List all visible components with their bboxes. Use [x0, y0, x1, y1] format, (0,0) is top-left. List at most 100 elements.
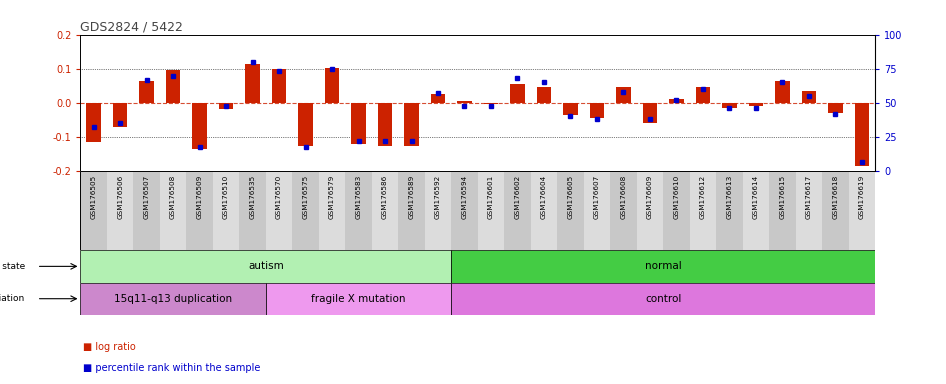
Text: 15q11-q13 duplication: 15q11-q13 duplication: [114, 294, 232, 304]
Text: GSM176601: GSM176601: [488, 175, 494, 219]
Text: GSM176592: GSM176592: [435, 175, 441, 219]
Bar: [80, 283, 266, 315]
Text: disease state: disease state: [0, 262, 25, 271]
Bar: [451, 171, 478, 250]
Text: GSM176615: GSM176615: [780, 175, 785, 219]
Text: autism: autism: [248, 262, 284, 271]
Text: GSM176604: GSM176604: [541, 175, 547, 219]
Bar: [451, 283, 875, 315]
Text: GSM176594: GSM176594: [462, 175, 467, 219]
Text: ■ log ratio: ■ log ratio: [83, 342, 136, 352]
Bar: [266, 283, 451, 315]
Text: GSM176605: GSM176605: [568, 175, 573, 219]
Text: genotype/variation: genotype/variation: [0, 294, 25, 303]
Text: GSM176510: GSM176510: [223, 175, 229, 219]
Bar: [557, 171, 584, 250]
Bar: [324, 68, 340, 103]
Text: GSM176535: GSM176535: [250, 175, 255, 219]
Bar: [642, 103, 657, 123]
Bar: [430, 94, 446, 103]
Text: GSM176583: GSM176583: [356, 175, 361, 219]
Bar: [669, 99, 684, 103]
Text: GSM176612: GSM176612: [700, 175, 706, 219]
Text: GSM176508: GSM176508: [170, 175, 176, 219]
Text: GSM176579: GSM176579: [329, 175, 335, 219]
Text: GSM176609: GSM176609: [647, 175, 653, 219]
Bar: [451, 250, 875, 283]
Text: GSM176570: GSM176570: [276, 175, 282, 219]
Text: GSM176505: GSM176505: [91, 175, 96, 219]
Bar: [663, 171, 690, 250]
Bar: [504, 171, 531, 250]
Text: GSM176617: GSM176617: [806, 175, 812, 219]
Bar: [80, 250, 451, 283]
Text: GSM176618: GSM176618: [832, 175, 838, 219]
Bar: [239, 171, 266, 250]
Bar: [775, 81, 790, 103]
Text: GSM176619: GSM176619: [859, 175, 865, 219]
Text: GSM176607: GSM176607: [594, 175, 600, 219]
Bar: [536, 88, 552, 103]
Bar: [563, 103, 578, 115]
Bar: [80, 171, 107, 250]
Bar: [483, 103, 499, 104]
Bar: [404, 103, 419, 146]
Bar: [272, 70, 287, 103]
Bar: [425, 171, 451, 250]
Bar: [849, 171, 875, 250]
Text: GSM176614: GSM176614: [753, 175, 759, 219]
Bar: [610, 171, 637, 250]
Bar: [616, 88, 631, 103]
Text: GSM176507: GSM176507: [144, 175, 149, 219]
Bar: [372, 171, 398, 250]
Bar: [192, 103, 207, 149]
Bar: [457, 101, 472, 103]
Bar: [716, 171, 743, 250]
Bar: [319, 171, 345, 250]
Text: control: control: [645, 294, 681, 304]
Text: GSM176506: GSM176506: [117, 175, 123, 219]
Text: ■ percentile rank within the sample: ■ percentile rank within the sample: [83, 363, 260, 373]
Text: GSM176613: GSM176613: [727, 175, 732, 219]
Bar: [86, 103, 101, 142]
Bar: [245, 64, 260, 103]
Bar: [160, 171, 186, 250]
Bar: [584, 171, 610, 250]
Bar: [139, 81, 154, 103]
Text: normal: normal: [645, 262, 681, 271]
Bar: [722, 103, 737, 108]
Bar: [743, 171, 769, 250]
Bar: [637, 171, 663, 250]
Text: fragile X mutation: fragile X mutation: [311, 294, 406, 304]
Text: GSM176509: GSM176509: [197, 175, 202, 219]
Bar: [219, 103, 234, 109]
Text: GSM176608: GSM176608: [621, 175, 626, 219]
Bar: [854, 103, 869, 166]
Text: GSM176589: GSM176589: [409, 175, 414, 219]
Text: GSM176586: GSM176586: [382, 175, 388, 219]
Bar: [748, 103, 763, 106]
Bar: [822, 171, 849, 250]
Bar: [796, 171, 822, 250]
Bar: [695, 88, 710, 103]
Bar: [113, 103, 128, 127]
Bar: [107, 171, 133, 250]
Bar: [377, 103, 393, 146]
Bar: [589, 103, 604, 118]
Text: GSM176610: GSM176610: [674, 175, 679, 219]
Bar: [769, 171, 796, 250]
Bar: [133, 171, 160, 250]
Bar: [213, 171, 239, 250]
Bar: [345, 171, 372, 250]
Bar: [186, 171, 213, 250]
Bar: [828, 103, 843, 113]
Bar: [510, 84, 525, 103]
Bar: [351, 103, 366, 144]
Text: GSM176575: GSM176575: [303, 175, 308, 219]
Bar: [690, 171, 716, 250]
Text: GDS2824 / 5422: GDS2824 / 5422: [80, 20, 184, 33]
Bar: [478, 171, 504, 250]
Bar: [292, 171, 319, 250]
Bar: [266, 171, 292, 250]
Bar: [531, 171, 557, 250]
